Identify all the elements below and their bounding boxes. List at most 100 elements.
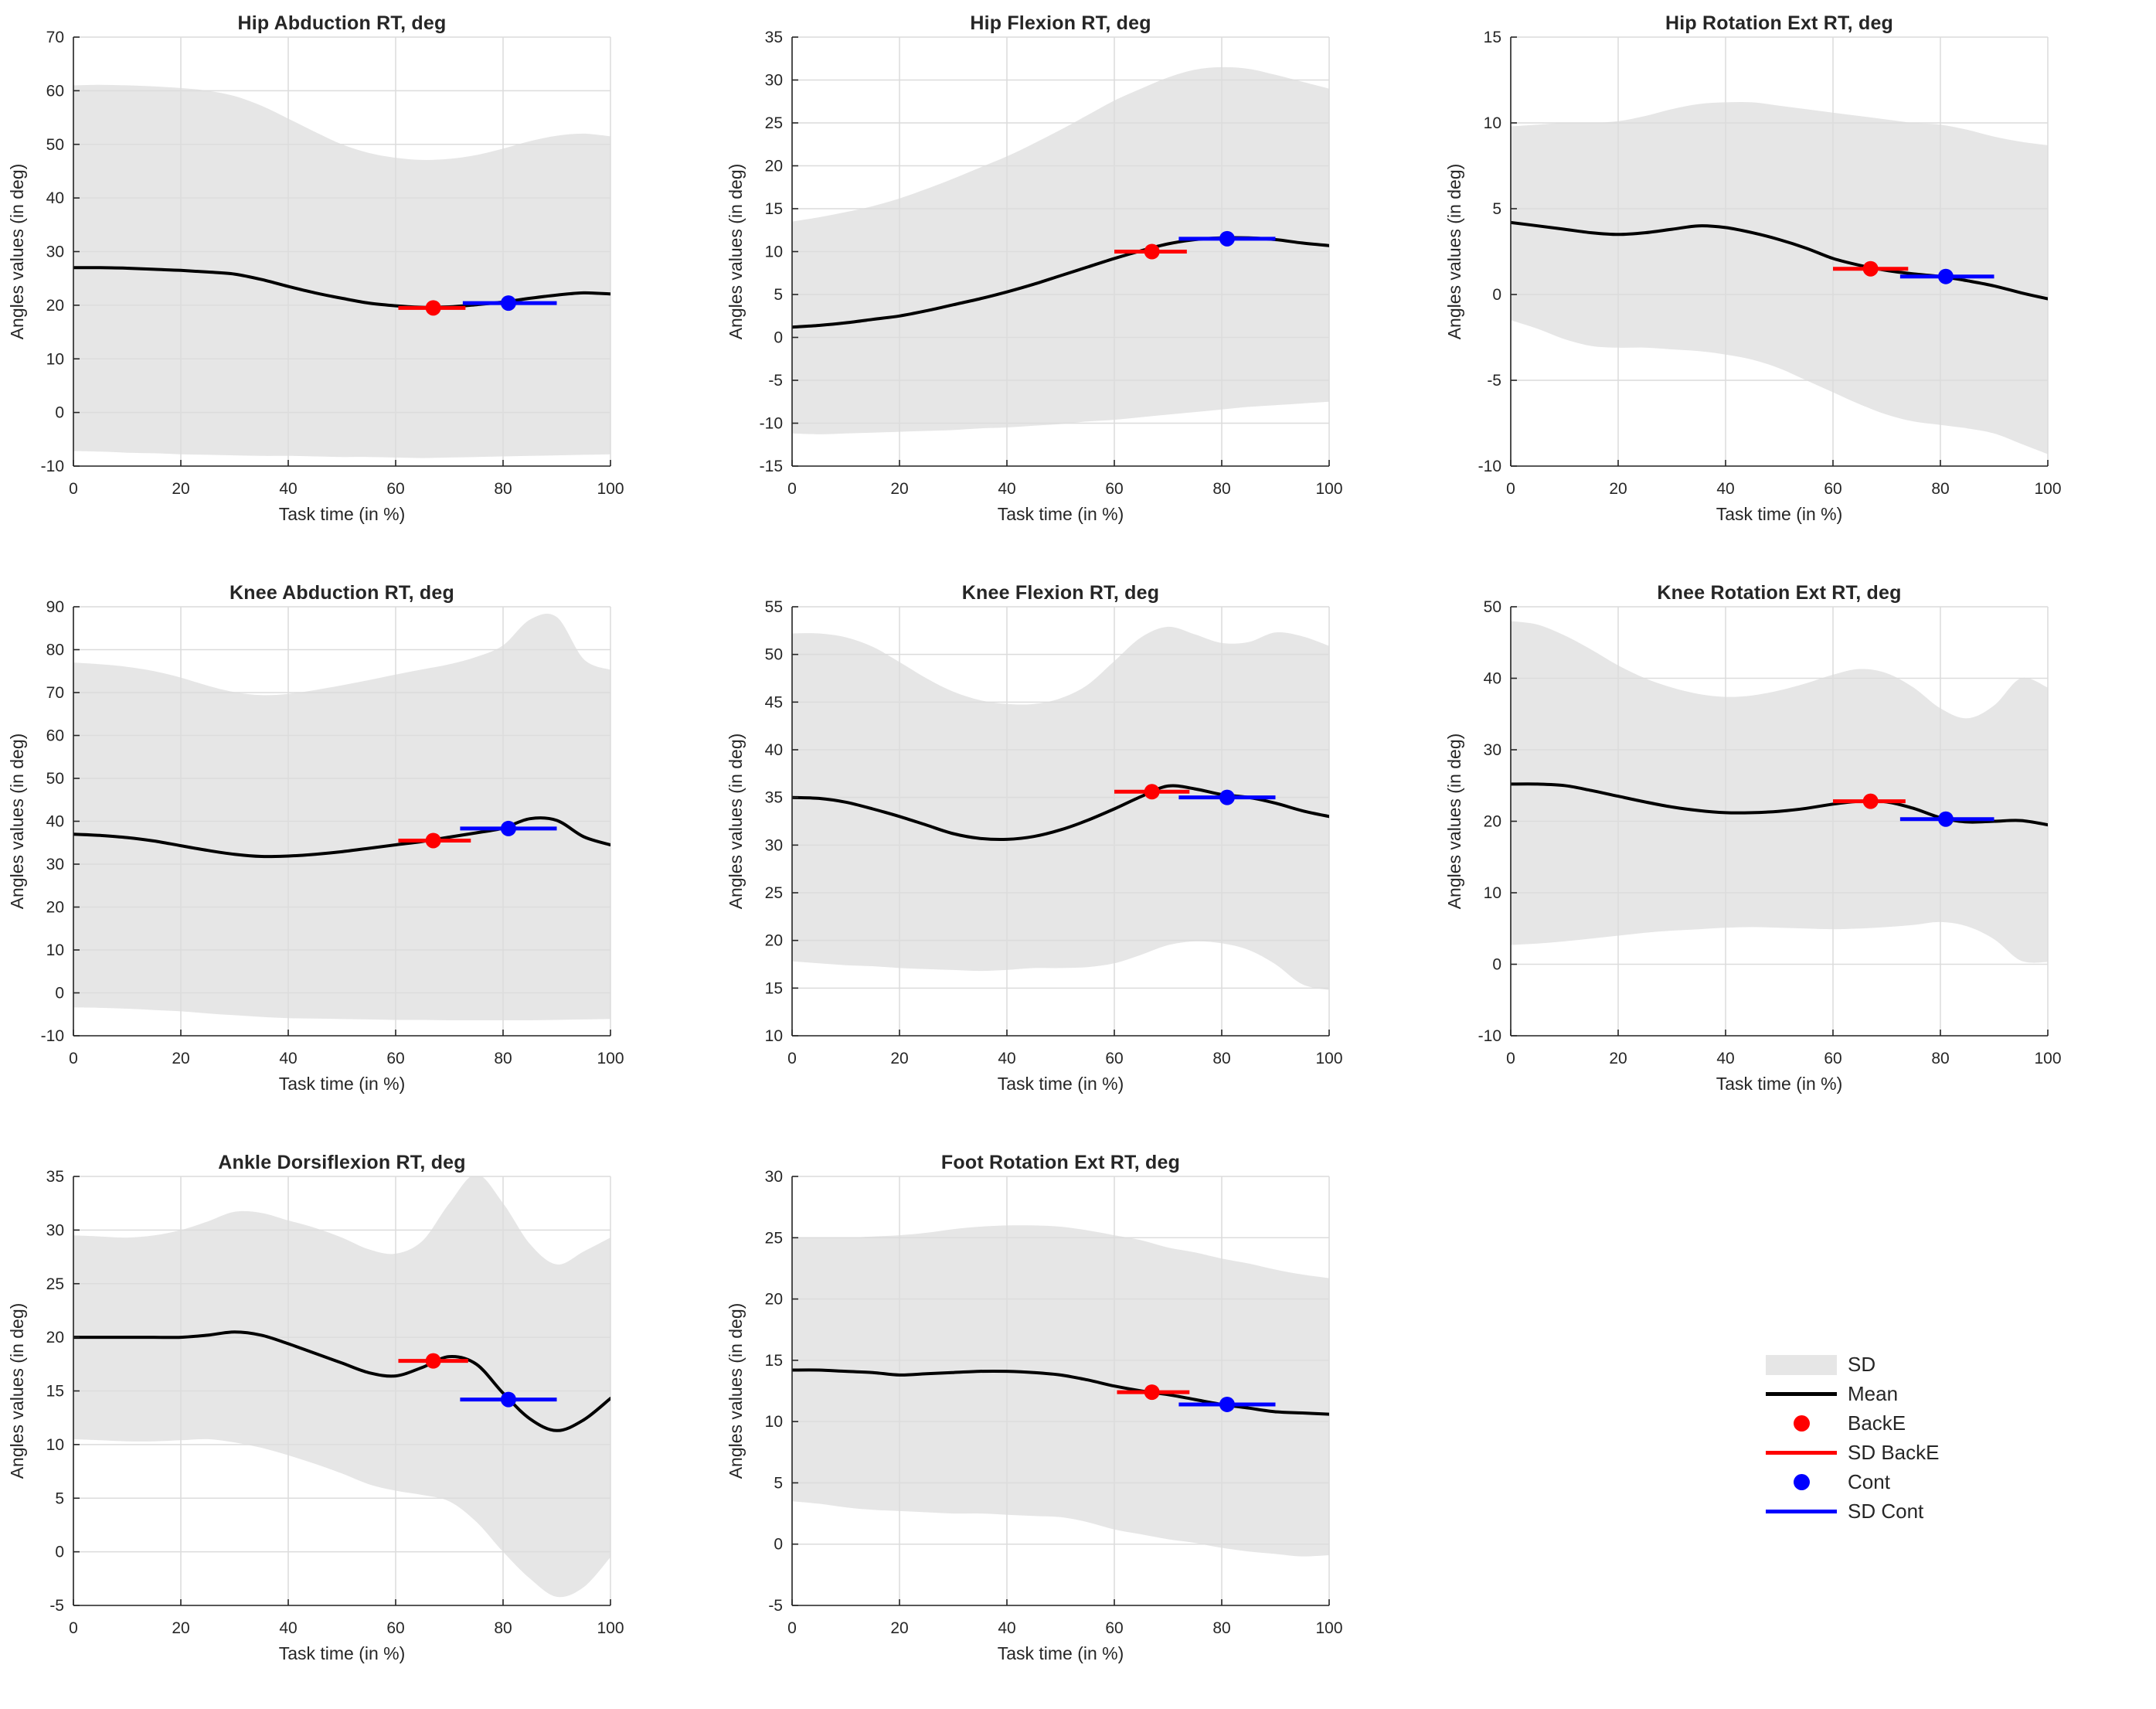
mean-line [73,816,610,859]
y-tick-label: 40 [765,741,783,759]
x-tick-label: 0 [69,1619,78,1637]
y-tick-label: 10 [1484,884,1501,902]
chart-title: Foot Rotation Ext RT, deg [940,1152,1181,1173]
x-tick-label: 80 [494,1050,512,1067]
y-tick-label: 30 [46,856,64,873]
x-tick-label: 40 [1716,1050,1734,1067]
y-tick-label: 80 [46,642,64,659]
x-tick-label: 80 [1931,1050,1949,1067]
x-tick-label: 20 [1609,1050,1627,1067]
axes [1510,606,2049,1037]
sd-band-area [792,1225,1329,1557]
cont-marker [1899,268,1994,284]
dot-icon [1766,1474,1837,1490]
backe-dot [1862,793,1879,809]
y-tick-label: 25 [46,1275,64,1293]
y-tick-label: 15 [765,1352,783,1370]
x-tick-label: 20 [172,480,189,498]
y-tick-label: 35 [765,29,783,46]
backe-marker [398,1353,468,1369]
sd-band-area [792,66,1329,434]
chart-hip-abduction: 0 20 40 60 80 100 -10 0 10 20 30 40 50 60 70 Task time … [7,29,624,524]
cont-marker [1178,789,1276,805]
y-tick-label: 5 [774,1474,783,1492]
backe-dot [425,1353,441,1369]
y-tick-label: 0 [55,404,64,422]
y-tick-label: 60 [46,82,64,100]
legend-swatch [1766,1451,1837,1455]
y-tick-label: 30 [765,1168,783,1186]
sd-patch-icon [1766,1354,1837,1375]
cont-dot [1219,1396,1235,1412]
x-tick-label: 0 [787,1619,797,1637]
x-tick-label: 100 [597,1050,624,1067]
cont-dot [500,1391,516,1408]
y-tick-label: 25 [765,114,783,132]
y-tick-label: 15 [765,979,783,997]
mean-line [1511,782,2048,827]
chart-cell-knee-abduction: 0 20 40 60 80 100 -10 0 10 20 30 40 50 60 70 80 90 Task t… [0,570,719,1139]
x-tick-label: 40 [279,480,297,498]
x-tick-label: 60 [386,480,404,498]
y-tick-label: 0 [774,1536,783,1554]
x-tick-label: 100 [1315,480,1342,498]
chart-cell-hip-rotation: 0 20 40 60 80 100 -10 -5 0 5 10 15 Task time (in %) A… [1437,0,2156,570]
y-tick-label: 10 [46,350,64,368]
y-axis-label: Angles values (in deg) [7,1303,27,1479]
x-tick-label: 40 [279,1050,297,1067]
y-tick-label: 35 [765,789,783,807]
legend-swatch [1766,1510,1837,1513]
x-tick-label: 20 [890,1050,908,1067]
y-tick-label: 50 [46,136,64,154]
x-tick-label: 60 [1824,1050,1841,1067]
backe-dot [1862,260,1879,277]
x-tick-label: 20 [890,480,908,498]
sd-band-area [73,84,610,458]
mean-path [792,1368,1329,1416]
chart-cell-ankle-dorsiflexion: 0 20 40 60 80 100 -5 0 5 10 15 20 25 30 35 Task time (i… [0,1139,719,1709]
backe-marker [398,300,466,316]
y-tick-label: 5 [1492,200,1501,218]
cont-dot [1219,230,1235,247]
legend: SD Mean BackE SD BackE Cont SD Cont [1766,1353,1940,1523]
grid-lines [73,36,611,467]
line-icon [1766,1451,1837,1455]
y-tick-label: 55 [765,598,783,616]
chart-cell-knee-flexion: 0 20 40 60 80 100 10 15 20 25 30 35 40 45 50 55 Task tim… [719,570,1437,1139]
backe-marker [1114,784,1190,800]
legend-item-sd: SD [1766,1353,1940,1376]
mean-path [73,816,610,859]
y-tick-label: 10 [765,1413,783,1431]
mean-path [1511,782,2048,827]
y-tick-label: 15 [46,1383,64,1401]
legend-label: SD BackE [1848,1441,1940,1464]
x-axis-label: Task time (in %) [998,1643,1124,1663]
y-tick-label: 0 [1492,956,1501,974]
x-tick-label: 40 [279,1619,297,1637]
chart-cell-foot-rotation: 0 20 40 60 80 100 -5 0 5 10 15 20 25 30 Task time (in … [719,1139,1437,1709]
x-tick-label: 100 [597,480,624,498]
sd-band-area [73,613,610,1021]
y-tick-label: 5 [55,1489,64,1507]
x-tick-label: 60 [1105,1050,1123,1067]
cont-dot [1219,789,1235,805]
y-tick-label: 50 [765,646,783,664]
axes [1510,36,2049,467]
y-tick-label: 40 [1484,670,1501,688]
sd-band-area [792,626,1329,990]
y-tick-label: 20 [1484,813,1501,831]
x-tick-label: 80 [494,1619,512,1637]
y-tick-label: -5 [768,372,783,390]
chart-knee-rotation: 0 20 40 60 80 100 -10 0 10 20 30 40 50 Task time (in … [1444,598,2062,1094]
chart-hip-flexion: 0 20 40 60 80 100 -15 -10 -5 0 5 10 15 20 25 30 35 Task t… [726,29,1343,524]
backe-dot [425,832,441,849]
y-tick-label: 30 [46,1221,64,1239]
y-axis-label: Angles values (in deg) [726,1303,746,1479]
axes [73,606,611,1037]
chart-title: Hip Flexion RT, deg [970,12,1151,34]
tick-labels: 0 20 40 60 80 100 10 15 20 25 30 35 40 45 50 55 [765,598,1343,1067]
x-tick-label: 100 [1315,1050,1342,1067]
y-axis-label: Angles values (in deg) [7,164,27,340]
